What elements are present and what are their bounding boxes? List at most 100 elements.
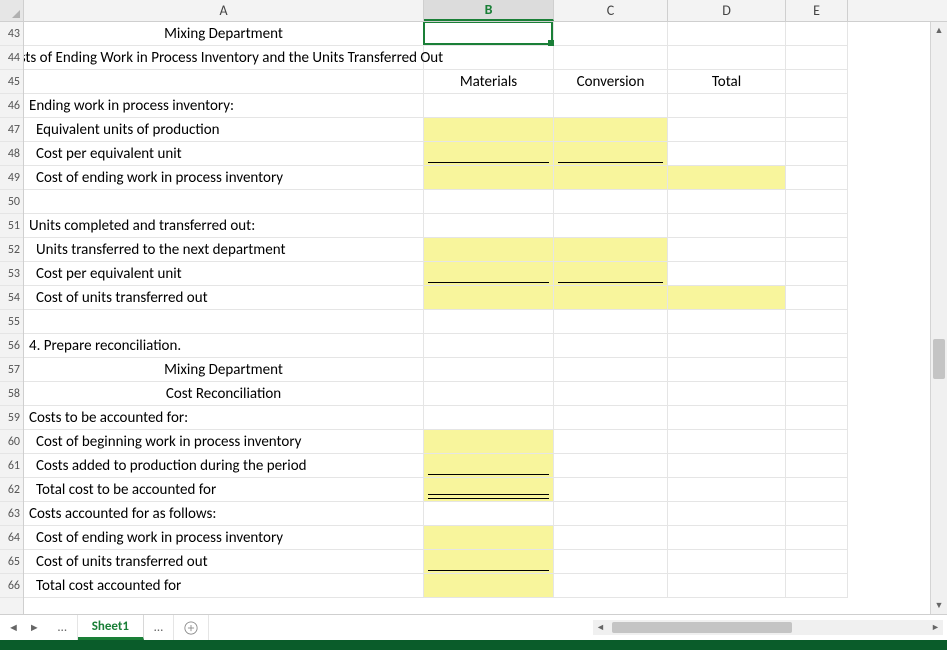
cell-A50[interactable] xyxy=(24,190,424,214)
cell-E50[interactable] xyxy=(786,190,848,214)
cell-D61[interactable] xyxy=(668,454,786,478)
scroll-right-arrow[interactable]: ► xyxy=(928,622,943,633)
cell-E55[interactable] xyxy=(786,310,848,334)
cell-C49[interactable] xyxy=(554,166,668,190)
cell-C56[interactable] xyxy=(554,334,668,358)
row-header[interactable]: 45 xyxy=(0,70,23,94)
cell-C47[interactable] xyxy=(554,118,668,142)
scroll-up-arrow[interactable]: ▲ xyxy=(931,22,947,39)
cell-B55[interactable] xyxy=(424,310,554,334)
cell-B50[interactable] xyxy=(424,190,554,214)
tab-nav-prev-icon[interactable]: ◄ xyxy=(8,621,19,634)
cell-E63[interactable] xyxy=(786,502,848,526)
horizontal-scroll-track[interactable] xyxy=(608,620,928,635)
cell-D56[interactable] xyxy=(668,334,786,358)
cell-A57[interactable]: Mixing Department xyxy=(24,358,424,382)
row-header[interactable]: 51 xyxy=(0,214,23,238)
cell-A54[interactable]: Cost of units transferred out xyxy=(24,286,424,310)
vertical-scrollbar[interactable]: ▲ ▼ xyxy=(930,22,947,614)
cell-E59[interactable] xyxy=(786,406,848,430)
cell-C59[interactable] xyxy=(554,406,668,430)
row-header[interactable]: 65 xyxy=(0,550,23,574)
cell-C51[interactable] xyxy=(554,214,668,238)
cell-C65[interactable] xyxy=(554,550,668,574)
cell-E65[interactable] xyxy=(786,550,848,574)
scroll-down-arrow[interactable]: ▼ xyxy=(931,597,947,614)
cell-C63[interactable] xyxy=(554,502,668,526)
cell-A55[interactable] xyxy=(24,310,424,334)
cell-E56[interactable] xyxy=(786,334,848,358)
cell-A51[interactable]: Units completed and transferred out: xyxy=(24,214,424,238)
row-header[interactable]: 54 xyxy=(0,286,23,310)
cell-C61[interactable] xyxy=(554,454,668,478)
row-header[interactable]: 52 xyxy=(0,238,23,262)
row-header[interactable]: 60 xyxy=(0,430,23,454)
cell-E62[interactable] xyxy=(786,478,848,502)
row-header[interactable]: 64 xyxy=(0,526,23,550)
cell-B53[interactable] xyxy=(424,262,554,286)
row-header[interactable]: 44 xyxy=(0,46,23,70)
cell-D51[interactable] xyxy=(668,214,786,238)
cell-A53[interactable]: Cost per equivalent unit xyxy=(24,262,424,286)
row-header[interactable]: 49 xyxy=(0,166,23,190)
cell-B46[interactable] xyxy=(424,94,554,118)
cell-C58[interactable] xyxy=(554,382,668,406)
cell-C60[interactable] xyxy=(554,430,668,454)
cell-E46[interactable] xyxy=(786,94,848,118)
cell-A56[interactable]: 4. Prepare reconciliation. xyxy=(24,334,424,358)
cell-A60[interactable]: Cost of beginning work in process invent… xyxy=(24,430,424,454)
cell-A66[interactable]: Total cost accounted for xyxy=(24,574,424,598)
cell-A48[interactable]: Cost per equivalent unit xyxy=(24,142,424,166)
cell-E49[interactable] xyxy=(786,166,848,190)
cell-D55[interactable] xyxy=(668,310,786,334)
cell-C55[interactable] xyxy=(554,310,668,334)
sheet-tab-active[interactable]: Sheet1 xyxy=(78,615,144,640)
cell-D66[interactable] xyxy=(668,574,786,598)
row-header[interactable]: 59 xyxy=(0,406,23,430)
cell-C54[interactable] xyxy=(554,286,668,310)
cell-D63[interactable] xyxy=(668,502,786,526)
column-header-D[interactable]: D xyxy=(668,0,786,21)
horizontal-scrollbar[interactable]: ◄ ► xyxy=(593,620,943,635)
cell-D45[interactable]: Total xyxy=(668,70,786,94)
cell-D43[interactable] xyxy=(668,22,786,46)
cell-E61[interactable] xyxy=(786,454,848,478)
cell-A62[interactable]: Total cost to be accounted for xyxy=(24,478,424,502)
cell-E66[interactable] xyxy=(786,574,848,598)
cell-D44[interactable] xyxy=(668,46,786,70)
row-header[interactable]: 50 xyxy=(0,190,23,214)
cell-E60[interactable] xyxy=(786,430,848,454)
cell-D60[interactable] xyxy=(668,430,786,454)
tab-nav-next-icon[interactable]: ► xyxy=(29,621,40,634)
row-header[interactable]: 53 xyxy=(0,262,23,286)
cell-D52[interactable] xyxy=(668,238,786,262)
cell-C64[interactable] xyxy=(554,526,668,550)
cell-B51[interactable] xyxy=(424,214,554,238)
cell-D50[interactable] xyxy=(668,190,786,214)
cell-B60[interactable] xyxy=(424,430,554,454)
cell-B44[interactable] xyxy=(424,46,554,70)
cell-A59[interactable]: Costs to be accounted for: xyxy=(24,406,424,430)
select-all-corner[interactable] xyxy=(0,0,24,21)
cell-E47[interactable] xyxy=(786,118,848,142)
row-header[interactable]: 48 xyxy=(0,142,23,166)
cell-B49[interactable] xyxy=(424,166,554,190)
cell-E58[interactable] xyxy=(786,382,848,406)
cell-D64[interactable] xyxy=(668,526,786,550)
cell-E54[interactable] xyxy=(786,286,848,310)
cell-A45[interactable] xyxy=(24,70,424,94)
column-header-E[interactable]: E xyxy=(786,0,848,21)
cell-E64[interactable] xyxy=(786,526,848,550)
new-sheet-button[interactable] xyxy=(174,615,209,640)
cell-C44[interactable] xyxy=(554,46,668,70)
cell-C45[interactable]: Conversion xyxy=(554,70,668,94)
cell-D62[interactable] xyxy=(668,478,786,502)
row-header[interactable]: 63 xyxy=(0,502,23,526)
cell-D58[interactable] xyxy=(668,382,786,406)
cell-E44[interactable] xyxy=(786,46,848,70)
row-header[interactable]: 66 xyxy=(0,574,23,598)
row-header[interactable]: 47 xyxy=(0,118,23,142)
cell-B57[interactable] xyxy=(424,358,554,382)
tab-overflow-button[interactable]: … xyxy=(48,615,78,640)
row-header[interactable]: 57 xyxy=(0,358,23,382)
